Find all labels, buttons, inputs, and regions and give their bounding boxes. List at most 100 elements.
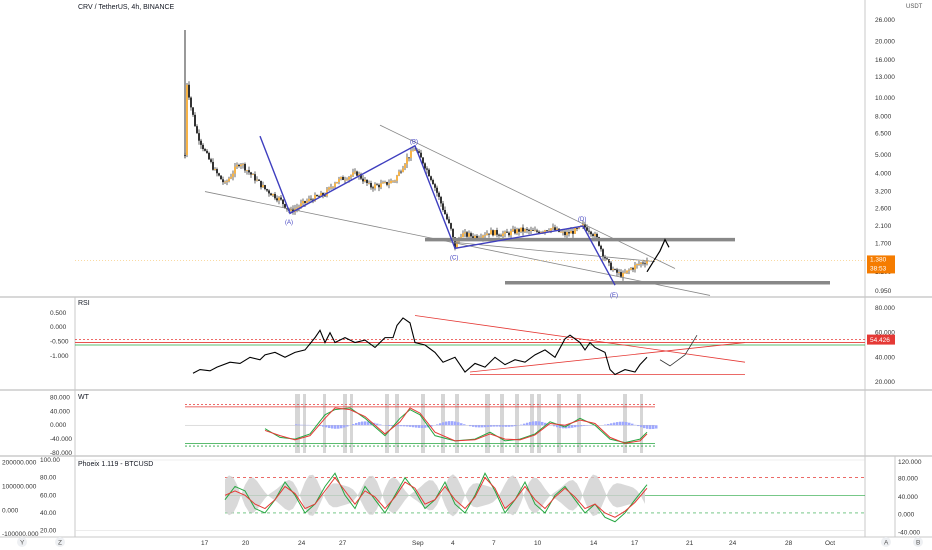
rsi-forecast-curve xyxy=(659,334,698,367)
x-tick-label: 10 xyxy=(534,540,542,547)
candle-body xyxy=(602,249,604,257)
wt-histogram-bar xyxy=(319,425,322,427)
candle-body xyxy=(564,231,566,236)
wt-histogram-bar xyxy=(337,425,340,429)
wt-histogram-bar xyxy=(532,421,535,426)
wt-tick: -40.000 xyxy=(50,436,72,443)
candle-body xyxy=(442,203,444,210)
candle-body xyxy=(194,114,196,127)
wt-histogram-bar xyxy=(571,425,574,428)
candle-body xyxy=(214,169,216,170)
candle-body xyxy=(220,175,222,180)
axis-toggle-button[interactable] xyxy=(55,537,65,547)
candle-body xyxy=(276,198,278,201)
wt-tick: 40.000 xyxy=(50,408,70,415)
candle-body xyxy=(484,235,486,236)
candle-body xyxy=(346,179,348,181)
candle-body xyxy=(470,233,472,237)
wt-histogram-bar xyxy=(469,425,472,427)
candle-body xyxy=(432,179,434,185)
candle-body xyxy=(228,178,230,182)
phoeix-mid-tick: 80.00 xyxy=(40,475,57,482)
candle-body xyxy=(330,187,332,189)
candle-body xyxy=(640,262,642,264)
wt-histogram-bar xyxy=(448,421,451,426)
axis-toggle-button[interactable] xyxy=(913,537,923,547)
candle-body xyxy=(248,170,250,173)
wt-histogram-bar xyxy=(346,425,349,427)
rsi-trend-line xyxy=(469,342,746,373)
candle-body xyxy=(280,197,282,200)
x-tick-label: 14 xyxy=(590,540,598,547)
candle-body xyxy=(382,182,384,184)
axis-toggle-button[interactable] xyxy=(881,537,891,547)
candle-body xyxy=(340,176,342,179)
wt-histogram-bar xyxy=(577,425,580,427)
axis-toggle-label: Z xyxy=(58,540,62,547)
wt-histogram-bar xyxy=(496,425,499,427)
candle-body xyxy=(436,187,438,193)
candle-body xyxy=(550,228,552,231)
candle-body xyxy=(296,207,298,209)
candle-body xyxy=(396,175,398,181)
candle-body xyxy=(588,230,590,232)
phoeix-mid-tick: 40.00 xyxy=(40,510,57,517)
candle-body xyxy=(614,269,616,271)
candle-body xyxy=(230,176,232,179)
phoeix-right-tick: 40.000 xyxy=(898,494,918,501)
wt-histogram-bar xyxy=(655,425,658,429)
candle-body xyxy=(534,230,536,232)
candle-body xyxy=(482,235,484,238)
candle-body xyxy=(468,233,470,237)
candle-body xyxy=(504,231,506,234)
wt-histogram-bar xyxy=(361,421,364,426)
wt-histogram-bar xyxy=(331,425,334,429)
candle-body xyxy=(644,263,646,265)
candle-body xyxy=(350,175,352,177)
wt-histogram-bar xyxy=(613,422,616,426)
wt-histogram-bar xyxy=(652,425,655,429)
price-tick-label: 2.600 xyxy=(875,206,892,213)
x-tick-label: 17 xyxy=(631,540,639,547)
wt-histogram-bar xyxy=(511,425,514,427)
candle-body xyxy=(566,232,568,236)
wave-label: (B) xyxy=(410,140,418,146)
candle-body xyxy=(548,230,550,232)
wt-tick: 80.000 xyxy=(50,394,70,401)
wt-histogram-bar xyxy=(298,424,301,426)
candle-body xyxy=(400,171,402,173)
candle-body xyxy=(190,97,192,108)
wt-histogram-bar xyxy=(418,425,421,428)
candle-body xyxy=(366,179,368,184)
candle-body xyxy=(518,229,520,232)
wt-histogram-bar xyxy=(643,425,646,429)
wt-histogram-bar xyxy=(559,425,562,428)
candle-body xyxy=(452,228,454,238)
candle-body xyxy=(298,206,300,208)
candle-body xyxy=(226,181,228,183)
wt-histogram-bar xyxy=(460,423,463,426)
phoeix-title: Phoeix 1.119 - BTCUSD xyxy=(78,461,154,468)
wt-histogram-bar xyxy=(322,425,325,427)
wt-histogram-bar xyxy=(352,424,355,426)
wt-histogram-bar xyxy=(505,425,508,427)
candle-body xyxy=(252,174,254,175)
wt-histogram-bar xyxy=(436,424,439,426)
wt-tick: -80.000 xyxy=(50,450,72,457)
axis-toggle-button[interactable] xyxy=(17,537,27,547)
wt-histogram-bar xyxy=(334,425,337,429)
candle-body xyxy=(372,187,374,189)
wave-label: (D) xyxy=(578,217,586,223)
candle-body xyxy=(202,144,204,150)
candle-body xyxy=(306,201,308,203)
candle-body xyxy=(256,179,258,181)
candle-body xyxy=(242,163,244,165)
candle-body xyxy=(522,227,524,232)
wt-histogram-bar xyxy=(406,425,409,427)
phoeix-left-tick: 0.000 xyxy=(2,507,19,514)
candle-body xyxy=(410,150,412,158)
candle-body xyxy=(568,232,570,234)
candle-body xyxy=(556,228,558,231)
candle-body xyxy=(324,195,326,197)
candle-body xyxy=(262,185,264,188)
